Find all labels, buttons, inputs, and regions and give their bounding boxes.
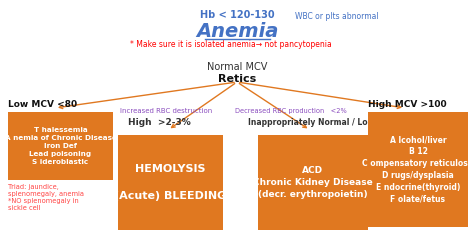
Text: ACD
Chronic Kidney Disease
(decr. erythropoietin): ACD Chronic Kidney Disease (decr. erythr… — [253, 166, 373, 199]
Text: Retics: Retics — [218, 74, 256, 84]
Text: Anemia: Anemia — [196, 22, 278, 41]
Text: HEMOLYSIS

(Acute) BLEEDING: HEMOLYSIS (Acute) BLEEDING — [114, 164, 227, 201]
FancyBboxPatch shape — [258, 135, 368, 230]
Text: Inappropriately Normal / Low: Inappropriately Normal / Low — [248, 118, 374, 127]
Text: Increased RBC destruction: Increased RBC destruction — [120, 108, 212, 114]
Text: Normal MCV: Normal MCV — [207, 62, 267, 72]
Text: High MCV >100: High MCV >100 — [368, 100, 447, 109]
Text: Decreased RBC production   <2%: Decreased RBC production <2% — [235, 108, 347, 114]
Text: T halessemia
A nemia of Chronic Disease
Iron Def
Lead poisoning
S ideroblastic: T halessemia A nemia of Chronic Disease … — [5, 127, 117, 165]
FancyBboxPatch shape — [8, 112, 113, 180]
Text: Low MCV <80: Low MCV <80 — [8, 100, 77, 109]
Text: WBC or plts abnormal: WBC or plts abnormal — [295, 12, 379, 21]
Text: A lcohol/liver
B 12
C ompensatory reticulosis
D rugs/dysplasia
E ndocrine(thyroi: A lcohol/liver B 12 C ompensatory reticu… — [362, 136, 474, 204]
FancyBboxPatch shape — [368, 112, 468, 227]
Text: High  >2-3%: High >2-3% — [128, 118, 191, 127]
Text: * Make sure it is isolated anemia→ not pancytopenia: * Make sure it is isolated anemia→ not p… — [130, 40, 332, 49]
Text: Triad: jaundice,
splenomegaly, anemia
*NO splenomegaly in
sickle cell: Triad: jaundice, splenomegaly, anemia *N… — [8, 184, 84, 211]
Text: Hb < 120-130: Hb < 120-130 — [200, 10, 274, 20]
FancyBboxPatch shape — [118, 135, 223, 230]
